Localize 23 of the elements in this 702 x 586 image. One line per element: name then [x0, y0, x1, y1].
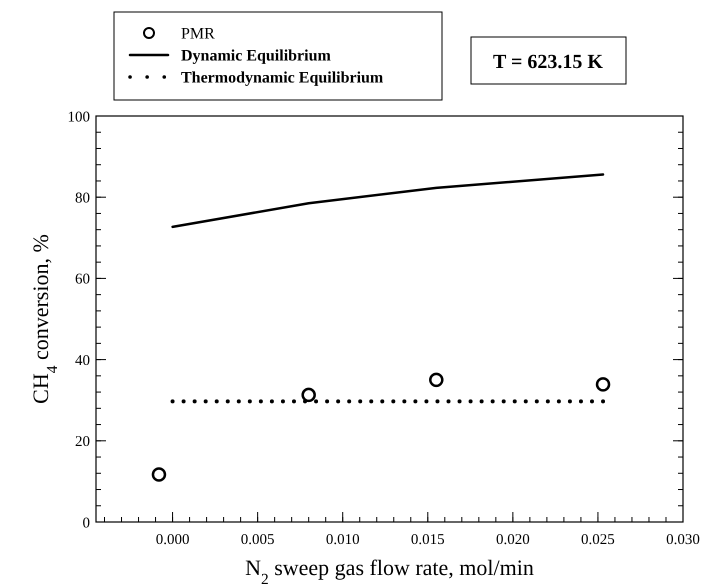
x-tick-label: 0.010 [326, 532, 360, 548]
x-axis-title: N$_{2}$ sweep gas flow rate, mol/min [245, 555, 534, 586]
legend-label: Dynamic Equilibrium [181, 48, 332, 65]
x-tick-label: 0.015 [410, 532, 445, 548]
x-tick-label: 0.005 [240, 532, 275, 548]
text: T = 623.15 K [493, 51, 604, 73]
point [301, 388, 316, 402]
y-tick-label: 20 [75, 434, 90, 450]
y-tick-label: 60 [75, 272, 90, 288]
y-tick-label: 0 [82, 515, 90, 532]
point [152, 467, 166, 482]
x-tick-label: 0.030 [666, 532, 700, 548]
legend-label: Thermodynamic Equilibrium [181, 70, 384, 87]
point [429, 372, 444, 388]
line-series [171, 173, 604, 228]
y-tick-label: 100 [68, 109, 90, 126]
x-tick-label: 0.000 [156, 532, 190, 548]
y-tick-label: 40 [75, 352, 90, 369]
x-tick-label: 0.020 [496, 532, 530, 548]
y-tick-label: 80 [75, 190, 90, 206]
point [596, 377, 610, 392]
legend-label: PMR [181, 26, 216, 43]
x-tick-label: 0.025 [581, 532, 615, 548]
